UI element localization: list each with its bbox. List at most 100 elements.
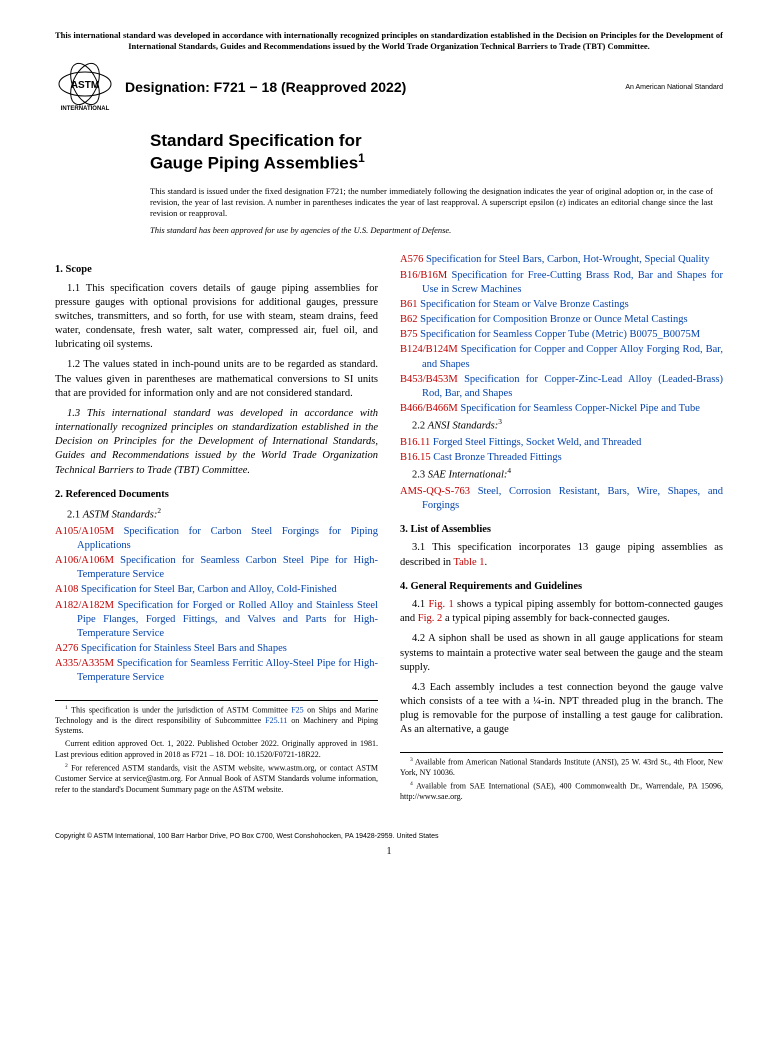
- fn1-link2[interactable]: F25.11: [265, 716, 287, 725]
- ref-item[interactable]: AMS-QQ-S-763 Steel, Corrosion Resistant,…: [400, 485, 723, 513]
- ref-text: Specification for Copper-Zinc-Lead Alloy…: [422, 374, 723, 399]
- ref-text: Specification for Steel Bars, Carbon, Ho…: [423, 254, 709, 265]
- designation: Designation: F721 − 18 (Reapproved 2022): [125, 79, 615, 95]
- ref-item[interactable]: B16/B16M Specification for Free-Cutting …: [400, 269, 723, 297]
- ref-code: B16.15: [400, 452, 431, 463]
- s2-3-ital: SAE International:: [428, 470, 508, 481]
- sae-std-head: 2.3 SAE International:4: [400, 466, 723, 483]
- fig2-link[interactable]: Fig. 2: [418, 613, 443, 624]
- ref-text: Specification for Carbon Steel Forgings …: [77, 526, 378, 551]
- footnote-1: 1 This specification is under the jurisd…: [55, 705, 378, 737]
- ref-item[interactable]: B453/B453M Specification for Copper-Zinc…: [400, 373, 723, 401]
- footnotes-left: 1 This specification is under the jurisd…: [55, 700, 378, 795]
- ref-item[interactable]: B16.11 Forged Steel Fittings, Socket Wel…: [400, 436, 723, 450]
- s2-2-label: 2.2: [412, 421, 428, 432]
- ref-item[interactable]: A108 Specification for Steel Bar, Carbon…: [55, 583, 378, 597]
- ref-text: Specification for Seamless Carbon Steel …: [77, 555, 378, 580]
- ref-text: Specification for Free-Cutting Brass Rod…: [422, 270, 723, 295]
- s2-1-label: 2.1: [67, 509, 83, 520]
- ref-code: A335/A335M: [55, 658, 114, 669]
- ref-item[interactable]: B75 Specification for Seamless Copper Tu…: [400, 328, 723, 342]
- para-4-2: 4.2 A siphon shall be used as shown in a…: [400, 632, 723, 675]
- para-1-2: 1.2 The values stated in inch-pound unit…: [55, 358, 378, 401]
- page: This international standard was develope…: [0, 0, 778, 877]
- ref-item[interactable]: A105/A105M Specification for Carbon Stee…: [55, 525, 378, 553]
- astm-ref-list-left: A105/A105M Specification for Carbon Stee…: [55, 525, 378, 686]
- astm-logo: ASTM INTERNATIONAL: [55, 62, 115, 112]
- svg-text:INTERNATIONAL: INTERNATIONAL: [61, 106, 110, 112]
- main-title: Standard Specification for Gauge Piping …: [150, 130, 723, 174]
- ref-code: A276: [55, 643, 78, 654]
- fn4-text: Available from SAE International (SAE), …: [400, 782, 723, 801]
- title-block: Standard Specification for Gauge Piping …: [150, 130, 723, 174]
- footnote-3: 3 Available from American National Stand…: [400, 757, 723, 778]
- general-head: 4. General Requirements and Guidelines: [400, 580, 723, 594]
- ref-item[interactable]: B124/B124M Specification for Copper and …: [400, 343, 723, 371]
- ref-text: Specification for Seamless Copper Tube (…: [418, 329, 701, 340]
- footnote-1b: Current edition approved Oct. 1, 2022. P…: [55, 739, 378, 760]
- astm-ref-list-right: A576 Specification for Steel Bars, Carbo…: [400, 253, 723, 416]
- scope-head: 1. Scope: [55, 263, 378, 277]
- s2-1-ital: ASTM Standards:: [83, 509, 158, 520]
- astm-std-head: 2.1 ASTM Standards:2: [55, 506, 378, 523]
- s2-2-ital: ANSI Standards:: [428, 421, 499, 432]
- ref-item[interactable]: A335/A335M Specification for Seamless Fe…: [55, 657, 378, 685]
- page-number: 1: [55, 846, 723, 857]
- ref-item[interactable]: A276 Specification for Stainless Steel B…: [55, 642, 378, 656]
- ref-item[interactable]: B466/B466M Specification for Seamless Co…: [400, 402, 723, 416]
- fn1-a: This specification is under the jurisdic…: [68, 705, 291, 714]
- ref-text: Specification for Composition Bronze or …: [418, 314, 688, 325]
- refdocs-head: 2. Referenced Documents: [55, 488, 378, 502]
- s4-1-pre: 4.1: [412, 599, 428, 610]
- ref-code: B453/B453M: [400, 374, 458, 385]
- left-column: 1. Scope 1.1 This specification covers d…: [55, 253, 378, 805]
- ref-code: A106/A106M: [55, 555, 114, 566]
- ref-code: A576: [400, 254, 423, 265]
- s4-1-post: a typical piping assembly for back-conne…: [442, 613, 669, 624]
- assemblies-head: 3. List of Assemblies: [400, 523, 723, 537]
- ref-code: B61: [400, 299, 418, 310]
- s2-1-sup: 2: [157, 506, 161, 515]
- ref-text: Specification for Steel Bar, Carbon and …: [78, 584, 336, 595]
- ref-text: Specification for Seamless Copper-Nickel…: [458, 403, 700, 414]
- ref-text: Cast Bronze Threaded Fittings: [431, 452, 562, 463]
- top-notice: This international standard was develope…: [55, 30, 723, 52]
- ref-item[interactable]: B16.15 Cast Bronze Threaded Fittings: [400, 451, 723, 465]
- ref-code: B16/B16M: [400, 270, 447, 281]
- ans-label: An American National Standard: [625, 84, 723, 91]
- table1-link[interactable]: Table 1: [453, 557, 484, 568]
- title-sup: 1: [358, 151, 365, 165]
- ref-code: B466/B466M: [400, 403, 458, 414]
- ref-item[interactable]: A106/A106M Specification for Seamless Ca…: [55, 554, 378, 582]
- para-4-3: 4.3 Each assembly includes a test connec…: [400, 681, 723, 738]
- s3-1-pre: 3.1 This specification incorporates 13 g…: [400, 542, 723, 567]
- ansi-std-head: 2.2 ANSI Standards:3: [400, 417, 723, 434]
- s2-3-label: 2.3: [412, 470, 428, 481]
- ref-code: B62: [400, 314, 418, 325]
- footnotes-right: 3 Available from American National Stand…: [400, 752, 723, 803]
- sae-ref-list: AMS-QQ-S-763 Steel, Corrosion Resistant,…: [400, 485, 723, 513]
- para-4-1: 4.1 Fig. 1 shows a typical piping assemb…: [400, 598, 723, 626]
- approval-note: This standard has been approved for use …: [150, 225, 723, 235]
- right-column: A576 Specification for Steel Bars, Carbo…: [400, 253, 723, 805]
- s3-1-post: .: [485, 557, 488, 568]
- ref-item[interactable]: A182/A182M Specification for Forged or R…: [55, 599, 378, 642]
- para-3-1: 3.1 This specification incorporates 13 g…: [400, 541, 723, 569]
- ref-text: Specification for Stainless Steel Bars a…: [78, 643, 287, 654]
- ref-item[interactable]: A576 Specification for Steel Bars, Carbo…: [400, 253, 723, 267]
- s2-2-sup: 3: [498, 417, 502, 426]
- ref-text: Specification for Seamless Ferritic Allo…: [77, 658, 378, 683]
- title-line1: Standard Specification for: [150, 131, 362, 150]
- para-1-3: 1.3 This international standard was deve…: [55, 407, 378, 478]
- ref-item[interactable]: B62 Specification for Composition Bronze…: [400, 313, 723, 327]
- svg-text:ASTM: ASTM: [71, 80, 99, 91]
- header-row: ASTM INTERNATIONAL Designation: F721 − 1…: [55, 62, 723, 112]
- ref-item[interactable]: B61 Specification for Steam or Valve Bro…: [400, 298, 723, 312]
- fig1-link[interactable]: Fig. 1: [428, 599, 453, 610]
- fn1-link1[interactable]: F25: [291, 705, 303, 714]
- ref-code: A182/A182M: [55, 600, 114, 611]
- footnote-4: 4 Available from SAE International (SAE)…: [400, 781, 723, 802]
- fn2-text: For referenced ASTM standards, visit the…: [55, 764, 378, 794]
- ansi-ref-list: B16.11 Forged Steel Fittings, Socket Wel…: [400, 436, 723, 465]
- para-1-1: 1.1 This specification covers details of…: [55, 282, 378, 353]
